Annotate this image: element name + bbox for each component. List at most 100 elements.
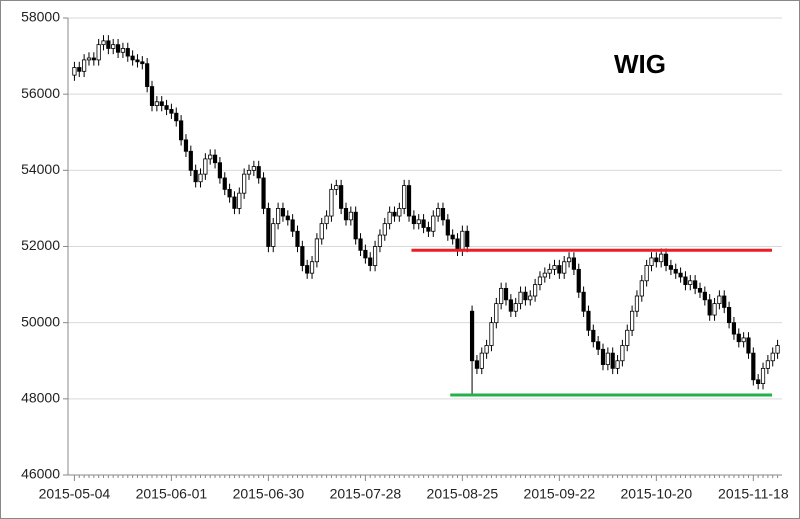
candle-body (120, 48, 126, 53)
candle-body (140, 61, 145, 65)
x-tick-label: 2015-11-18 (718, 486, 789, 502)
candle-body (232, 196, 237, 209)
candle-body (586, 310, 591, 331)
candle-body (372, 246, 378, 266)
y-tick-label: 52000 (21, 237, 60, 253)
candle-body (319, 223, 324, 240)
candle-body (217, 162, 223, 179)
candle-body (717, 295, 722, 305)
candle-body (775, 345, 780, 354)
candle-body (552, 265, 557, 270)
candle-body (697, 287, 703, 293)
candle-body (489, 322, 494, 346)
candle-body (566, 257, 572, 263)
candle-body (242, 173, 247, 194)
candle-body (469, 310, 475, 362)
candle-body (324, 215, 329, 225)
candle-body (237, 192, 242, 209)
candle-body (227, 188, 232, 198)
candle-body (96, 44, 101, 61)
candle-body (581, 291, 586, 312)
candle-body (169, 109, 174, 114)
candle-body (212, 154, 218, 164)
candle-body (130, 55, 135, 61)
candle-body (513, 303, 518, 312)
candle-body (106, 40, 111, 49)
y-tick-label: 48000 (21, 390, 60, 406)
candle-body (275, 208, 281, 225)
candle-body (726, 307, 732, 324)
candle-body (600, 348, 606, 365)
candle-body (125, 48, 130, 57)
candle-body (479, 352, 484, 369)
candle-body (77, 67, 82, 72)
candle-body (508, 299, 513, 312)
candle-body (518, 291, 523, 305)
candle-body (722, 295, 727, 308)
candle-body (290, 219, 295, 232)
candle-body (736, 333, 741, 343)
candle-body (562, 261, 567, 274)
candle-body (576, 268, 581, 293)
candle-body (571, 257, 577, 270)
candle-body (179, 120, 184, 141)
candle-body (115, 44, 121, 53)
candle-body (382, 223, 387, 236)
x-tick-label: 2015-05-04 (39, 486, 111, 502)
candle-body (145, 63, 150, 87)
candle-body (377, 234, 383, 247)
candle-body (440, 208, 446, 221)
candle-body (343, 208, 349, 221)
candle-body (537, 276, 543, 285)
candle-body (266, 208, 271, 247)
candle-body (392, 211, 397, 217)
candle-body (557, 265, 562, 274)
candle-body (91, 57, 96, 61)
candle-body (649, 257, 654, 266)
candle-body (547, 268, 552, 274)
candle-body (533, 284, 538, 297)
candle-body (494, 303, 499, 324)
candle-body (261, 177, 266, 209)
candle-body (756, 379, 761, 384)
candle-body (280, 208, 286, 217)
candle-body (222, 177, 227, 190)
candle-body (159, 101, 164, 106)
candle-body (751, 352, 756, 381)
candle-body (183, 139, 189, 152)
candle-body (314, 238, 319, 263)
y-tick-label: 58000 (21, 9, 60, 25)
candle-body (72, 67, 77, 76)
candle-body (654, 257, 659, 263)
candle-body (101, 40, 106, 46)
candle-body (634, 295, 640, 312)
chart-title: WIG (614, 49, 666, 79)
candle-body (499, 287, 504, 305)
candle-body (387, 211, 392, 225)
y-tick-label: 56000 (21, 85, 60, 101)
candle-body (285, 215, 290, 221)
x-tick-label: 2015-06-30 (233, 486, 305, 502)
candle-body (251, 166, 256, 171)
candle-body (164, 105, 169, 110)
candle-body (746, 337, 751, 354)
candle-body (305, 265, 310, 274)
candle-body (135, 59, 140, 63)
candle-body (668, 265, 673, 270)
candle-body (663, 253, 669, 266)
candle-body (629, 310, 635, 331)
x-tick-label: 2015-09-22 (524, 486, 596, 502)
candle-body (329, 188, 334, 217)
candle-body (426, 227, 431, 232)
candle-body (741, 337, 746, 343)
candle-body (450, 234, 455, 240)
candle-body (353, 211, 358, 240)
candle-body (421, 219, 426, 228)
candle-body (596, 341, 601, 350)
candle-body (149, 86, 155, 106)
candle-body (770, 352, 775, 362)
x-tick-label: 2015-10-20 (621, 486, 693, 502)
candle-body (198, 173, 203, 183)
